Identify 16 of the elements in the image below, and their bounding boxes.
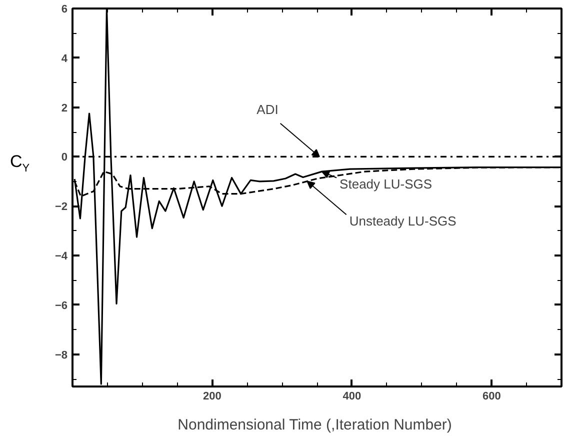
y-tick-label: 2 [61,102,68,114]
text: ADI [256,102,278,118]
y-tick-label: −4 [54,250,68,263]
x-tick-label: 400 [342,390,362,402]
legend-label: Steady LU-SGS [340,176,432,192]
y-tick-label: 0 [61,152,68,164]
x-tick-label: 600 [482,390,501,402]
text: Unsteady LU-SGS [349,213,457,228]
y-tick-label: −6 [54,300,68,312]
y-tick-label: 4 [61,52,68,65]
y-tick-label: −8 [54,349,68,362]
x-axis-title: Nondimensional Time (,Iteration Number) [178,416,452,434]
y-tick-label: 6 [61,4,68,16]
x-tick-label: 200 [203,390,222,402]
y-axis-title: C$_{Y}$ [10,151,30,176]
y-tick-label: −2 [54,201,68,214]
